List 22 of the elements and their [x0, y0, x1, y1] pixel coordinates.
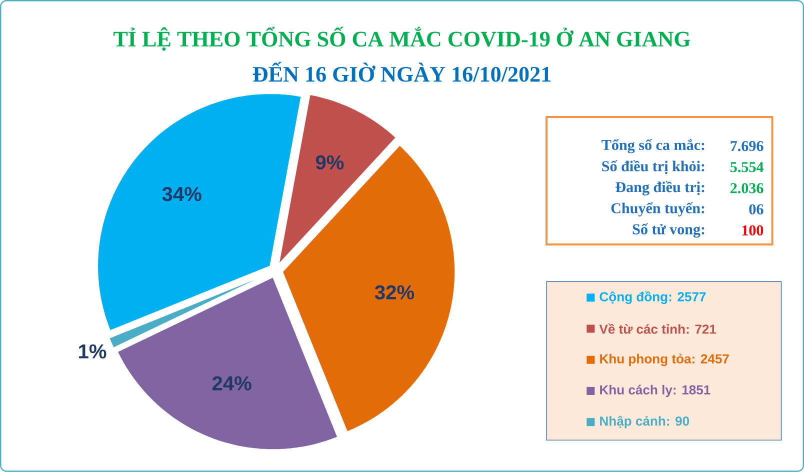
text: 06: [749, 204, 764, 214]
text: Số điều trị khỏi:: [602, 160, 704, 174]
legend-label: Về từ các tỉnh: 721: [599, 324, 716, 334]
text: Tổng số ca mắc:: [602, 139, 704, 154]
legend-label: Cộng đồng: 2577: [600, 291, 706, 304]
text: 5.554: [730, 162, 764, 172]
data-label: 1%: [79, 344, 106, 359]
data-label: 32%: [374, 285, 414, 300]
legend-label: Khu cách ly: 1851: [600, 384, 710, 398]
chart-subtitle: ĐẾN 16 GIỜ NGÀY 16/10/2021: [252, 62, 550, 82]
text: Chuyển tuyến:: [611, 202, 704, 216]
text: 2.036: [730, 183, 764, 194]
legend-label: Nhập cảnh: 90: [600, 416, 690, 428]
legend-label: Khu phong tỏa: 2457: [600, 354, 729, 366]
text: Số tử vong:: [632, 223, 704, 238]
chart-title: TỈ LỆ THEO TỔNG SỐ CA MẮC COVID-19 Ở AN GIANG: [113, 26, 690, 51]
text: 7.696: [730, 141, 764, 152]
text: 100: [742, 225, 764, 236]
data-label: 9%: [316, 155, 344, 170]
data-label: 24%: [212, 376, 252, 390]
data-label: 34%: [162, 187, 202, 202]
text: Đang điều trị:: [616, 181, 704, 196]
